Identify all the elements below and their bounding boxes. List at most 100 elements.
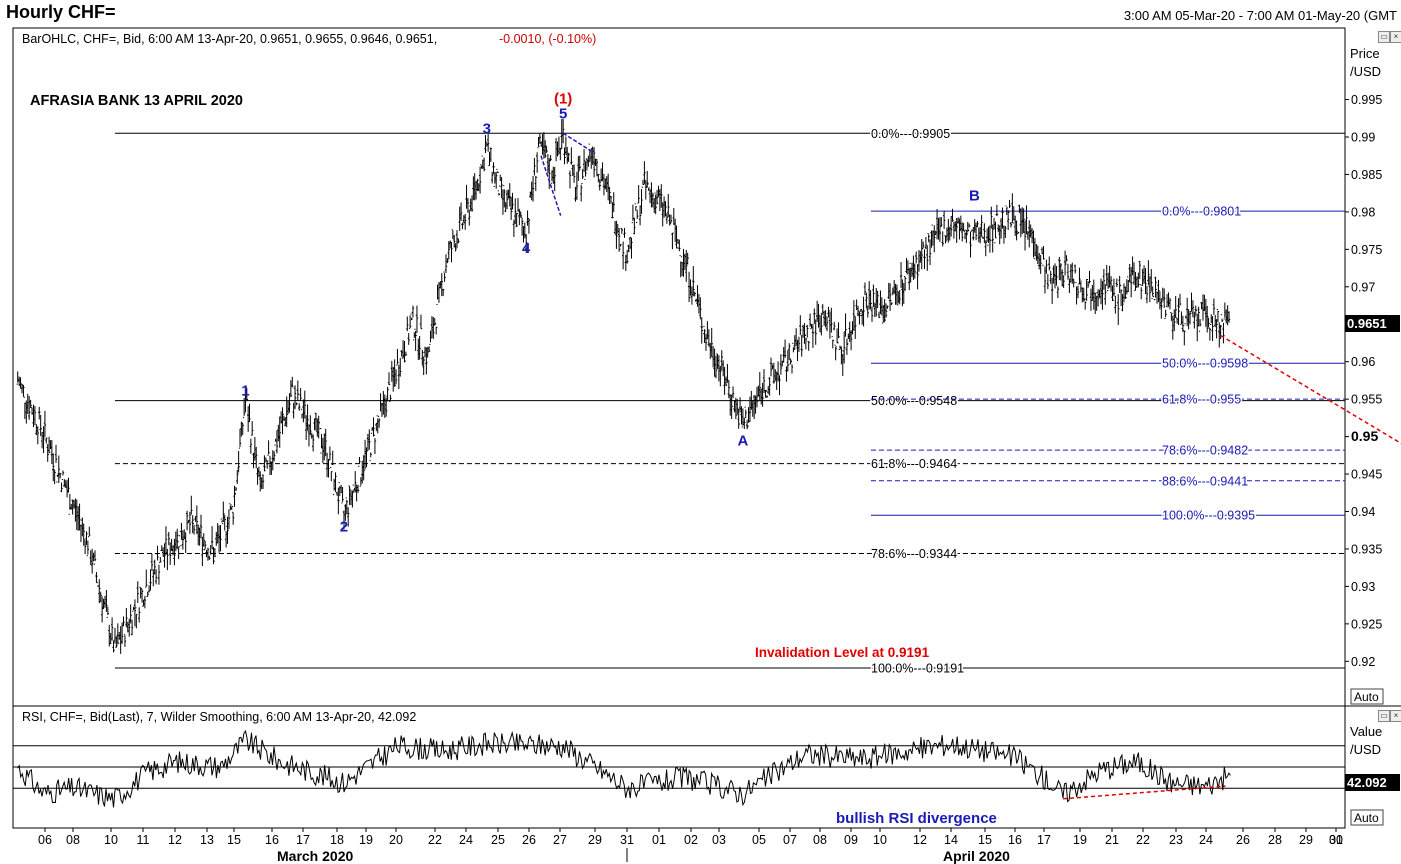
- day-tick-label: 26: [522, 833, 536, 847]
- price-axis-title: Price: [1350, 46, 1380, 61]
- wedge-line-upper: [562, 132, 596, 155]
- wave-label: 2: [340, 519, 348, 536]
- price-tick-label: 0.955: [1351, 393, 1382, 407]
- fib-extension-label: 78.6%---0.9482: [1162, 444, 1248, 458]
- fib-extension-label: 0.0%---0.9801: [1162, 205, 1241, 219]
- day-tick-label: 10: [873, 833, 887, 847]
- price-tick-label: 0.945: [1351, 468, 1382, 482]
- day-tick-label: 24: [459, 833, 473, 847]
- price-tick-label: 0.94: [1351, 505, 1375, 519]
- price-tick-label: 0.925: [1351, 617, 1382, 631]
- day-tick-label: 14: [944, 833, 958, 847]
- chart-frame: [12, 27, 1401, 829]
- price-tick-label: 0.92: [1351, 655, 1375, 669]
- day-tick-label: 01: [1329, 833, 1343, 847]
- day-tick-label: 08: [66, 833, 80, 847]
- day-tick-label: 22: [1136, 833, 1150, 847]
- fib-extension-label: 100.0%---0.9395: [1162, 509, 1255, 523]
- day-tick-label: 20: [389, 833, 403, 847]
- day-tick-label: 19: [1073, 833, 1087, 847]
- wave-label: A: [737, 433, 748, 450]
- day-tick-label: 23: [1169, 833, 1183, 847]
- price-maximize-icon[interactable]: ×: [1390, 31, 1401, 43]
- month-label-april: April 2020: [943, 848, 1010, 864]
- invalidation-label: Invalidation Level at 0.9191: [755, 645, 930, 660]
- rsi-minimize-icon[interactable]: ▭: [1378, 710, 1390, 722]
- price-change-label: -0.0010, (-0.10%): [499, 32, 596, 46]
- day-tick-label: 05: [752, 833, 766, 847]
- day-tick-label: 28: [1268, 833, 1282, 847]
- fib-retracement-label: 78.6%---0.9344: [871, 547, 957, 561]
- rsi-divergence-line: [1062, 785, 1226, 800]
- fibonacci-levels: 0.0%---0.9905 50.0%---0.9548 61.8%---0.946…: [114, 125, 1345, 677]
- price-tick-label: 0.97: [1351, 280, 1375, 294]
- wave-label: 5: [559, 105, 567, 122]
- price-minimize-icon[interactable]: ▭: [1378, 31, 1390, 43]
- day-tick-label: 01: [652, 833, 666, 847]
- fib-retracement-label: 100.0%---0.9191: [871, 662, 964, 676]
- wave-label: 3: [483, 120, 491, 137]
- day-tick-label: 10: [104, 833, 118, 847]
- fib-extension-label: 50.0%---0.9598: [1162, 357, 1248, 371]
- price-axis-unit: /USD: [1350, 64, 1381, 79]
- day-tick-label: 31: [620, 833, 634, 847]
- time-axis: 06 08 10 11 12 13 15 16 17 18 19 20 22 24 25 26 27 29 31 01…: [38, 828, 1343, 862]
- last-price-label: 0.9651: [1347, 316, 1387, 331]
- time-range-label: 3:00 AM 05-Mar-20 - 7:00 AM 01-May-20 (G…: [1123, 8, 1397, 23]
- day-tick-label: 25: [491, 833, 505, 847]
- day-tick-label: 21: [1105, 833, 1119, 847]
- day-tick-label: 09: [844, 833, 858, 847]
- wedge-line-lower: [540, 155, 562, 216]
- price-auto-button[interactable]: [1350, 688, 1384, 705]
- day-tick-label: 16: [1008, 833, 1022, 847]
- chart-annotation: AFRASIA BANK 13 APRIL 2020: [30, 93, 243, 109]
- day-tick-label: 19: [359, 833, 373, 847]
- day-tick-label: 02: [684, 833, 698, 847]
- price-tick-label: 0.985: [1351, 168, 1382, 182]
- day-tick-label: 11: [137, 833, 150, 847]
- price-tick-label: 0.975: [1351, 243, 1382, 257]
- day-tick-label: 06: [38, 833, 52, 847]
- rsi-auto-button[interactable]: [1350, 809, 1384, 826]
- rsi-axis-title: Value: [1350, 724, 1382, 739]
- wave-label: B: [969, 188, 980, 205]
- last-rsi-label: 42.092: [1347, 775, 1387, 790]
- price-tick-label: 0.935: [1351, 542, 1382, 556]
- wave-label: 4: [522, 240, 531, 257]
- fib-retracement-label: 61.8%---0.9464: [871, 457, 957, 471]
- day-tick-label: 24: [1199, 833, 1213, 847]
- day-tick-label: 12: [168, 833, 182, 847]
- rsi-panel: [13, 729, 1345, 808]
- fib-retracement-label: 50.0%---0.9548: [871, 394, 957, 408]
- wave-label: (1): [554, 90, 572, 107]
- price-auto-label: Auto: [1354, 690, 1379, 704]
- price-tick-label: 0.99: [1351, 131, 1375, 145]
- ohlc-bars: [16, 118, 1231, 654]
- price-tick-label: 0.995: [1351, 93, 1382, 107]
- day-tick-label: 30: [1329, 833, 1343, 847]
- chart-title: Hourly CHF=: [6, 2, 116, 22]
- rsi-auto-label: Auto: [1354, 811, 1379, 825]
- divergence-label: bullish RSI divergence: [836, 810, 997, 827]
- rsi-maximize-icon[interactable]: ×: [1390, 710, 1401, 722]
- price-axis: 0.92 0.925 0.93 0.935 0.94 0.945 0.95 0.955 0.96…: [1345, 93, 1382, 669]
- rsi-axis-unit: /USD: [1350, 742, 1381, 757]
- wave-label: 1: [241, 382, 249, 399]
- rsi-line: [17, 729, 1231, 808]
- day-tick-label: 08: [813, 833, 827, 847]
- day-tick-label: 29: [588, 833, 602, 847]
- day-tick-label: 18: [330, 833, 344, 847]
- price-study-label: BarOHLC, CHF=, Bid, 6:00 AM 13-Apr-20, 0…: [22, 32, 437, 46]
- price-tick-label: 0.93: [1351, 580, 1375, 594]
- day-tick-label: 15: [227, 833, 241, 847]
- plot-border: [12, 27, 1346, 829]
- day-tick-label: 22: [428, 833, 442, 847]
- month-label-march: March 2020: [277, 848, 353, 864]
- day-tick-label: 17: [296, 833, 310, 847]
- fib-retracement-label: 0.0%---0.9905: [871, 127, 950, 141]
- day-tick-label: 15: [978, 833, 992, 847]
- day-tick-label: 26: [1236, 833, 1250, 847]
- day-tick-label: 07: [783, 833, 797, 847]
- fib-extension-label: 61.8%---0.955: [1162, 393, 1241, 407]
